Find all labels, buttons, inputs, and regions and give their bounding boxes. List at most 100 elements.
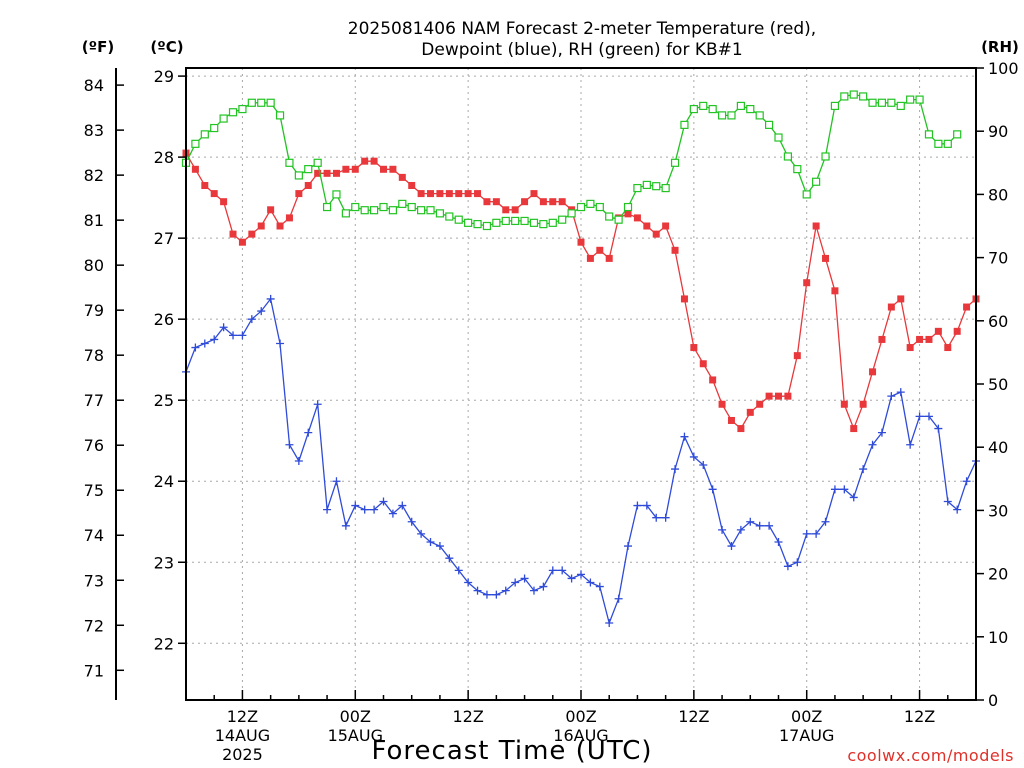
rh-point (859, 92, 868, 101)
dewpoint-point (671, 465, 680, 474)
rh-point (896, 101, 905, 111)
temperature-point (624, 210, 632, 218)
chart-title-line2: Dewpoint (blue), RH (green) for KB#1 (421, 40, 742, 60)
dewpoint-point (313, 400, 322, 409)
dewpoint-point (577, 570, 585, 579)
temperature-point (662, 222, 670, 230)
dewpoint-point (285, 440, 294, 449)
dewpoint-point (699, 461, 708, 470)
fahrenheit-tick-label: 72 (84, 616, 104, 635)
rh-point (868, 98, 877, 107)
rh-point (275, 111, 285, 120)
temperature-point (812, 222, 820, 230)
rh-tick-label: 100 (988, 59, 1019, 78)
dewpoint-point (793, 558, 802, 567)
temperature-point (210, 190, 218, 198)
rh-point (736, 101, 745, 111)
dewpoint-point (736, 525, 745, 534)
temperature-point (652, 230, 660, 238)
dewpoint-point (830, 485, 839, 494)
rh-point (943, 139, 952, 148)
dewpoint-point (689, 452, 698, 461)
rh-point (821, 152, 830, 161)
temperature-point (267, 206, 275, 214)
rh-point (746, 104, 755, 114)
fahrenheit-tick-label: 75 (84, 481, 104, 500)
x-tick-label: 12Z (904, 707, 935, 726)
rh-point (558, 215, 567, 224)
rh-point (501, 216, 510, 226)
temperature-point (549, 198, 557, 206)
dewpoint-point (896, 388, 905, 397)
dewpoint-point (388, 509, 397, 518)
dewpoint-point (191, 343, 200, 352)
temperature-point (727, 416, 735, 424)
temperature-point (887, 303, 895, 311)
celsius-tick-label: 24 (154, 472, 174, 491)
dewpoint-point (774, 538, 783, 546)
rh-point (473, 220, 482, 229)
rh-point (379, 202, 388, 212)
axes: 22 23 24 25 26 27 28 29 71 72 73 74 75 76 77 78 79 80 81 82… (84, 59, 1019, 764)
rh-point (539, 220, 548, 229)
x-tick-label: 00Z (791, 707, 822, 726)
rh-point (369, 206, 379, 215)
dewpoint-point (595, 582, 604, 591)
temperature-point (474, 190, 482, 198)
rh-point (341, 209, 350, 218)
celsius-unit-label: (ºC) (150, 38, 183, 56)
dewpoint-point (877, 428, 886, 437)
dewpoint-point (567, 574, 576, 583)
temperature-point (869, 368, 877, 376)
dewpoint-point (802, 529, 811, 538)
temperature-point (492, 198, 500, 206)
rh-point (708, 104, 717, 114)
x-axis-title: Forecast Time (UTC) (371, 736, 652, 766)
rh-point (915, 95, 924, 104)
rh-point (257, 98, 266, 107)
temperature-point (276, 222, 284, 230)
dewpoint-point (351, 501, 360, 510)
fahrenheit-tick-label: 83 (84, 121, 104, 140)
rh-unit-label: (RH) (981, 38, 1019, 56)
dewpoint-point (529, 586, 538, 595)
temperature-point (511, 206, 519, 214)
rh-point (802, 190, 811, 199)
fahrenheit-tick-label: 71 (84, 661, 104, 680)
temperature-point (897, 295, 905, 303)
rh-point (454, 215, 463, 224)
temperature-point (342, 165, 350, 173)
celsius-tick-label: 23 (154, 553, 174, 572)
x-tick-label: 00Z (340, 707, 371, 726)
dewpoint-point (210, 335, 219, 344)
rh-tick-label: 40 (988, 438, 1008, 457)
rh-point (482, 221, 492, 231)
rh-point (670, 158, 680, 167)
rh-point (576, 202, 586, 212)
rh-point (840, 92, 849, 101)
chart-title-line1: 2025081406 NAM Forecast 2-meter Temperat… (348, 19, 816, 39)
temperature-point (953, 327, 961, 335)
temperature-point (351, 165, 359, 173)
rh-point (313, 158, 322, 167)
rh-point (464, 218, 473, 227)
fahrenheit-tick-label: 73 (84, 571, 104, 590)
dewpoint-point (370, 505, 379, 514)
x-date-label: 15AUG (328, 726, 383, 745)
temperature-point (220, 198, 228, 206)
plot-frame (185, 67, 977, 701)
temperature-point (784, 392, 792, 400)
fahrenheit-tick-label: 84 (84, 76, 104, 95)
temperature-point (530, 190, 538, 198)
rh-tick-label: 10 (988, 628, 1008, 647)
rh-point (407, 202, 416, 212)
dewpoint-point (849, 493, 858, 502)
series-temperature (182, 149, 980, 433)
dewpoint-point (379, 497, 388, 506)
temperature-point (436, 190, 444, 198)
dewpoint-point (642, 501, 651, 510)
rh-point (529, 218, 539, 227)
temperature-point (671, 246, 679, 254)
rh-point (793, 165, 802, 174)
